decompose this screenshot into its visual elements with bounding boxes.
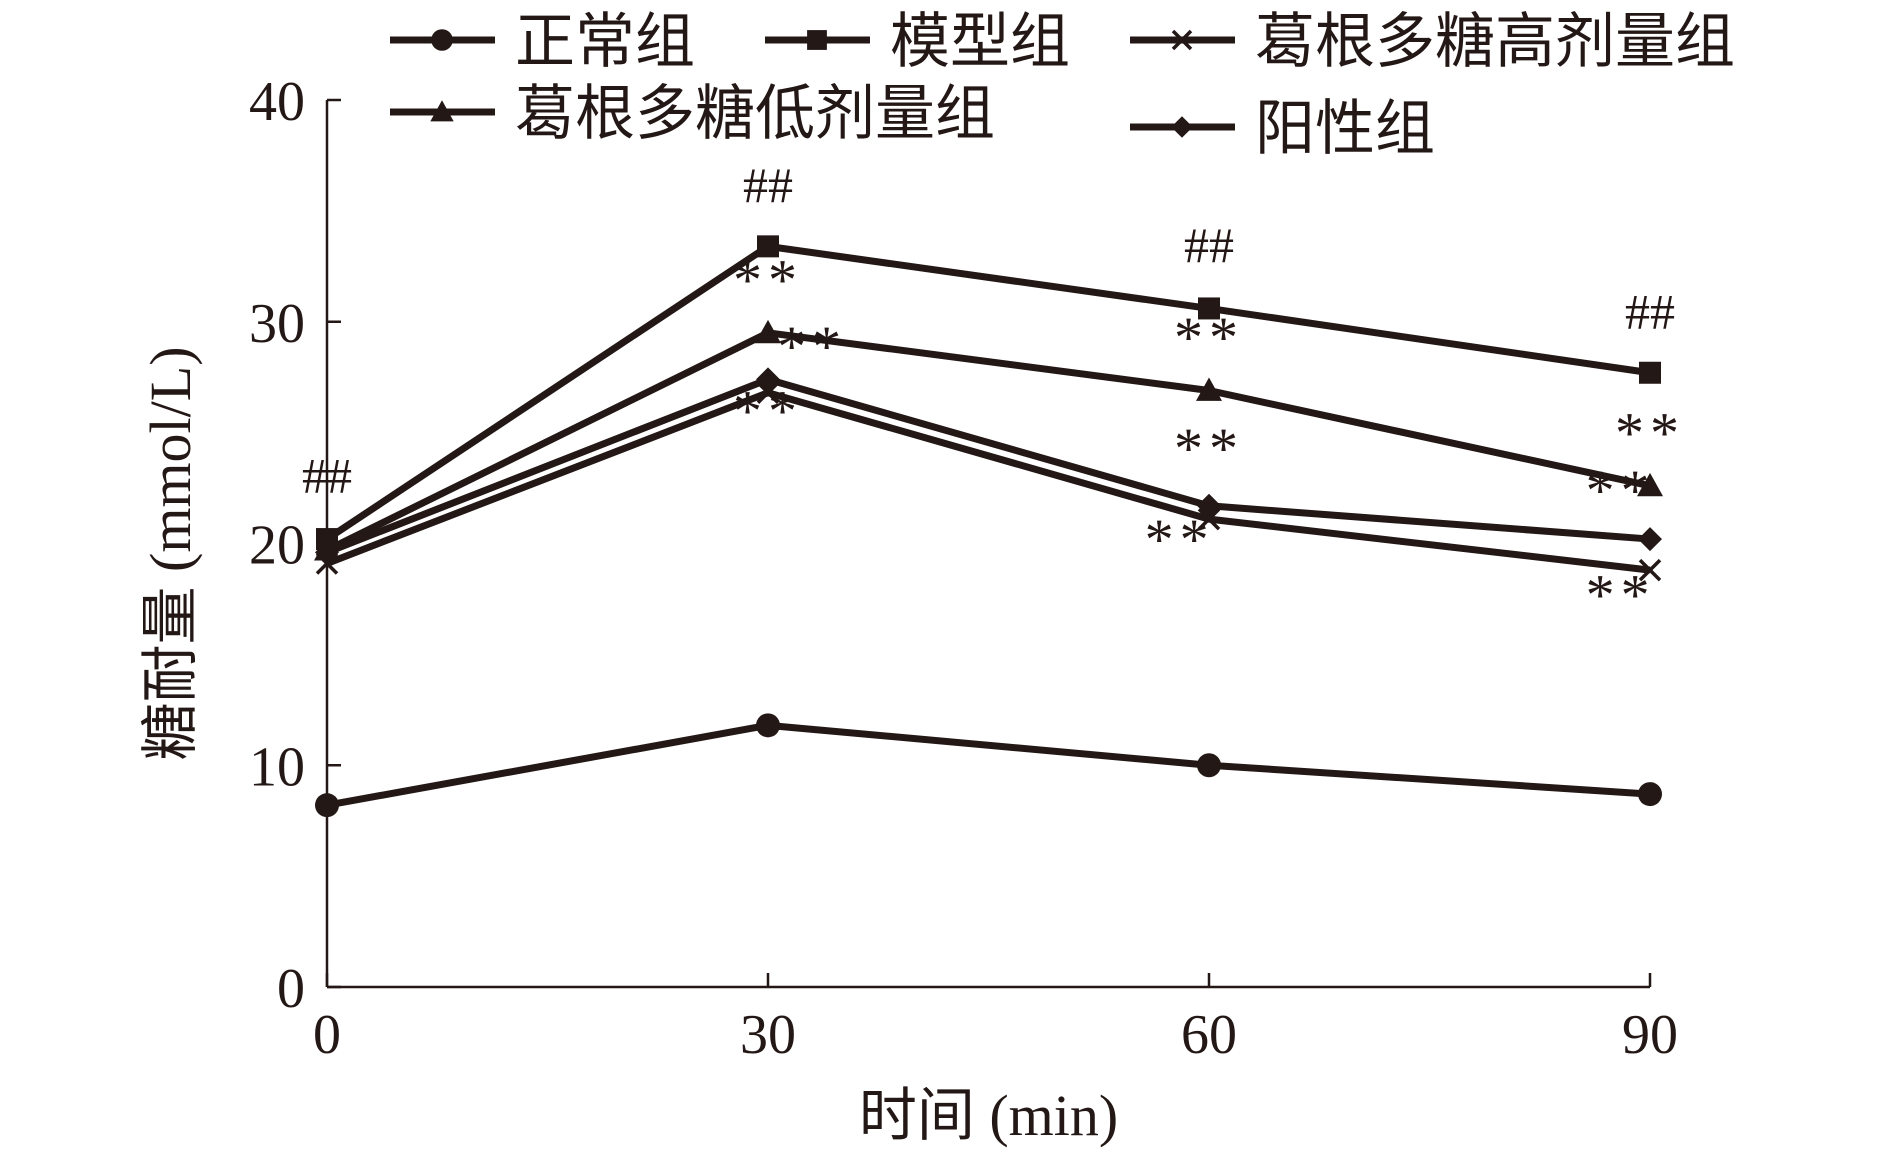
data-point-0	[756, 713, 780, 738]
x-axis-title: 时间 (min)	[859, 1083, 1118, 1148]
y-axis-title: 糖耐量 (mmol/L)	[138, 346, 203, 760]
legend-label-2: 葛根多糖高剂量组	[1255, 9, 1735, 75]
data-point-3	[755, 319, 781, 344]
data-point-2	[1197, 507, 1221, 531]
significance-star-label: **	[733, 378, 803, 443]
data-point-2	[1638, 558, 1662, 582]
legend-marker-0	[431, 29, 453, 51]
data-point-4	[1638, 527, 1662, 552]
data-point-4	[1197, 493, 1221, 518]
legend-label-4: 阳性组	[1255, 96, 1435, 162]
significance-hash-label: ##	[302, 447, 352, 503]
y-tick-label: 10	[249, 736, 305, 798]
significance-star-label: **	[733, 248, 803, 313]
series-line-3	[325, 329, 1651, 554]
data-point-0	[1638, 782, 1662, 807]
significance-star-label: **	[1145, 507, 1215, 572]
legend-marker-2	[1171, 29, 1193, 51]
legend-label-3: 葛根多糖低剂量组	[515, 81, 995, 147]
legend-marker-4	[1171, 116, 1193, 138]
significance-star-label: **	[1174, 305, 1244, 370]
x-tick-label: 60	[1181, 1004, 1237, 1066]
significance-star-label: **	[1174, 416, 1244, 481]
series-line-4	[325, 375, 1651, 556]
legend-marker-1	[807, 30, 827, 50]
x-tick-label: 30	[740, 1004, 796, 1066]
data-point-4	[315, 540, 339, 565]
x-tick-label: 0	[313, 1004, 341, 1066]
y-tick-label: 30	[249, 293, 305, 355]
x-tick-label: 90	[1622, 1004, 1678, 1066]
series-line-0	[326, 721, 1651, 809]
data-point-1	[1198, 297, 1220, 320]
significance-star-label: **	[777, 314, 847, 379]
data-point-3	[1637, 472, 1663, 497]
data-point-2	[756, 381, 780, 404]
series-line-1	[325, 242, 1651, 542]
data-point-0	[1197, 753, 1221, 778]
data-point-1	[757, 235, 779, 258]
significance-hash-label: ##	[1625, 283, 1675, 339]
data-point-0	[315, 793, 339, 818]
significance-star-label: **	[1586, 562, 1656, 627]
y-tick-label: 40	[249, 71, 305, 133]
significance-star-label: **	[1586, 458, 1656, 523]
legend-label-0: 正常组	[515, 9, 695, 75]
significance-star-label: **	[1615, 401, 1685, 466]
legend-label-1: 模型组	[890, 9, 1070, 75]
y-tick-label: 0	[277, 958, 305, 1020]
y-tick-label: 20	[249, 515, 305, 577]
data-point-3	[1196, 377, 1222, 401]
significance-hash-label: ##	[743, 157, 793, 213]
series-line-2	[325, 389, 1651, 574]
data-point-1	[1639, 361, 1661, 384]
legend-marker-3	[430, 100, 454, 122]
significance-hash-label: ##	[1184, 217, 1234, 273]
data-point-4	[756, 367, 780, 392]
